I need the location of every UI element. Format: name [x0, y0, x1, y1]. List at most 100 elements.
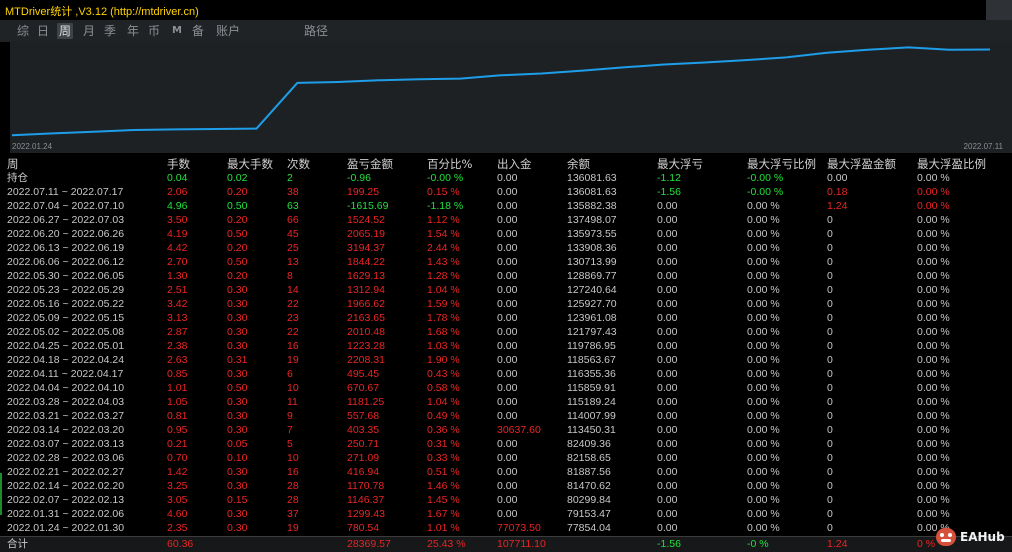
table-cell: 0.00 %: [747, 508, 780, 520]
table-row[interactable]: 2022.07.11 ~ 2022.07.17 2.06 0.20 38 199.25 0…: [0, 185, 1012, 199]
table-row[interactable]: 2022.05.23 ~ 2022.05.29 2.51 0.30 14 1312.94…: [0, 283, 1012, 297]
table-row[interactable]: 2022.03.21 ~ 2022.03.27 0.81 0.30 9 557.68 0.…: [0, 409, 1012, 423]
table-cell: 0.00: [657, 214, 678, 226]
table-cell: 557.68: [347, 410, 380, 422]
tab-4[interactable]: 季: [104, 24, 117, 38]
table-row[interactable]: 2022.07.04 ~ 2022.07.10 4.96 0.50 63 -1615.6…: [0, 199, 1012, 213]
scroll-indicator: [0, 473, 2, 515]
table-cell: 25.43 %: [427, 538, 466, 550]
table-cell: 0: [827, 326, 833, 338]
table-cell: 0.00: [497, 396, 518, 408]
table-row[interactable]: 2022.05.30 ~ 2022.06.05 1.30 0.20 8 1629.13 1…: [0, 269, 1012, 283]
table-cell: 0.43 %: [427, 368, 460, 380]
table-cell: 2.35: [167, 522, 188, 534]
table-cell: 1.59 %: [427, 298, 460, 310]
table-cell: 0.00 %: [747, 298, 780, 310]
table-cell: 0: [827, 228, 833, 240]
column-header: 最大浮盈比例: [917, 157, 986, 171]
table-cell: 10: [287, 452, 299, 464]
table-row[interactable]: 2022.02.07 ~ 2022.02.13 3.05 0.15 28 1146.37…: [0, 493, 1012, 507]
table-cell: 0.00: [657, 354, 678, 366]
table-row[interactable]: 2022.03.14 ~ 2022.03.20 0.95 0.30 7 403.35 0.…: [0, 423, 1012, 437]
table-cell: 0.30: [227, 368, 248, 380]
tab-0[interactable]: 综: [17, 24, 30, 38]
table-cell: 0.00 %: [747, 312, 780, 324]
tab-9[interactable]: 账户: [216, 24, 241, 38]
table-row[interactable]: 2022.03.28 ~ 2022.04.03 1.05 0.30 11 1181.25…: [0, 395, 1012, 409]
table-cell: 0.00 %: [747, 522, 780, 534]
total-row[interactable]: 合计 60.36 28369.57 25.43 % 107711.10 -1.56 -0 %…: [0, 536, 1012, 552]
table-row[interactable]: 2022.06.27 ~ 2022.07.03 3.50 0.20 66 1524.52…: [0, 213, 1012, 227]
table-row[interactable]: 2022.06.20 ~ 2022.06.26 4.19 0.50 45 2065.19…: [0, 227, 1012, 241]
table-row[interactable]: 2022.02.21 ~ 2022.02.27 1.42 0.30 16 416.94 0…: [0, 465, 1012, 479]
column-header: 余额: [567, 157, 590, 171]
table-row[interactable]: 2022.05.09 ~ 2022.05.15 3.13 0.30 23 2163.65…: [0, 311, 1012, 325]
table-cell: 0.00 %: [917, 270, 950, 282]
table-cell: 1.46 %: [427, 480, 460, 492]
table-cell: 2022.05.30 ~ 2022.06.05: [7, 270, 125, 282]
tab-1[interactable]: 日: [37, 24, 50, 38]
table-cell: 0.00: [497, 284, 518, 296]
table-cell: 0.00: [497, 480, 518, 492]
table-row[interactable]: 持仓 0.04 0.02 2 -0.96 -0.00 % 0.00 136081.63 -1.1…: [0, 171, 1012, 185]
tab-7[interactable]: M: [172, 25, 182, 36]
table-cell: 5: [287, 438, 293, 450]
table-row[interactable]: 2022.02.28 ~ 2022.03.06 0.70 0.10 10 271.09 0…: [0, 451, 1012, 465]
table-cell: 1.01 %: [427, 522, 460, 534]
table-cell: 0.10: [227, 452, 248, 464]
table-cell: 0.00: [497, 466, 518, 478]
table-cell: 128869.77: [567, 270, 617, 282]
period-toolbar: 综日周月季年币 M 备账户 路径: [0, 20, 1012, 42]
table-row[interactable]: 2022.02.14 ~ 2022.02.20 3.25 0.30 28 1170.78…: [0, 479, 1012, 493]
table-cell: 116355.36: [567, 368, 616, 380]
table-cell: 0.00 %: [917, 228, 950, 240]
table-cell: 0.00 %: [917, 200, 950, 212]
balance-curve-svg: [11, 46, 991, 137]
table-row[interactable]: 2022.05.02 ~ 2022.05.08 2.87 0.30 22 2010.48…: [0, 325, 1012, 339]
table-cell: 0.00 %: [747, 452, 780, 464]
table-cell: 0.30: [227, 340, 248, 352]
table-row[interactable]: 2022.04.18 ~ 2022.04.24 2.63 0.31 19 2208.31…: [0, 353, 1012, 367]
table-cell: 495.45: [347, 368, 380, 380]
table-cell: 0.30: [227, 508, 248, 520]
table-cell: 0.00 %: [747, 354, 780, 366]
table-cell: 1.05: [167, 396, 188, 408]
table-row[interactable]: 2022.04.11 ~ 2022.04.17 0.85 0.30 6 495.45 0.…: [0, 367, 1012, 381]
table-cell: 2022.04.04 ~ 2022.04.10: [7, 382, 125, 394]
table-cell: 1.03 %: [427, 340, 460, 352]
table-cell: 0.00: [497, 228, 518, 240]
table-cell: 0.00 %: [917, 242, 950, 254]
table-row[interactable]: 2022.06.06 ~ 2022.06.12 2.70 0.50 13 1844.22…: [0, 255, 1012, 269]
table-cell: 0: [827, 340, 833, 352]
table-cell: 0.31 %: [427, 438, 460, 450]
table-cell: 1844.22: [347, 256, 385, 268]
table-row[interactable]: 2022.04.25 ~ 2022.05.01 2.38 0.30 16 1223.28…: [0, 339, 1012, 353]
table-row[interactable]: 2022.01.24 ~ 2022.01.30 2.35 0.30 19 780.54 1…: [0, 521, 1012, 535]
tab-6[interactable]: 币: [148, 24, 161, 38]
tab-2[interactable]: 周: [57, 23, 74, 39]
table-cell: 0.18: [827, 186, 848, 198]
table-cell: 25: [287, 242, 299, 254]
table-cell: 0.00 %: [747, 438, 780, 450]
table-row[interactable]: 2022.01.31 ~ 2022.02.06 4.60 0.30 37 1299.43…: [0, 507, 1012, 521]
table-row[interactable]: 2022.03.07 ~ 2022.03.13 0.21 0.05 5 250.71 0.…: [0, 437, 1012, 451]
title-bar-corner-button[interactable]: [986, 0, 1012, 20]
table-row[interactable]: 2022.06.13 ~ 2022.06.19 4.42 0.20 25 3194.37…: [0, 241, 1012, 255]
table-cell: 0.95: [167, 424, 188, 436]
table-cell: 0 %: [917, 538, 936, 550]
table-cell: 1299.43: [347, 508, 385, 520]
table-row[interactable]: 2022.04.04 ~ 2022.04.10 1.01 0.50 10 670.67 0…: [0, 381, 1012, 395]
tab-8[interactable]: 备: [192, 24, 205, 38]
tab-10[interactable]: 路径: [304, 24, 329, 38]
table-cell: 1223.28: [347, 340, 385, 352]
table-cell: 0.00: [657, 200, 678, 212]
table-cell: 0.00: [657, 522, 678, 534]
table-cell: 0.00 %: [747, 480, 780, 492]
tab-3[interactable]: 月: [83, 24, 96, 38]
table-cell: 0.00 %: [917, 326, 950, 338]
table-row[interactable]: 2022.05.16 ~ 2022.05.22 3.42 0.30 22 1966.62…: [0, 297, 1012, 311]
table-cell: 2022.05.16 ~ 2022.05.22: [7, 298, 125, 310]
tab-5[interactable]: 年: [127, 24, 140, 38]
table-cell: 135882.38: [567, 200, 617, 212]
